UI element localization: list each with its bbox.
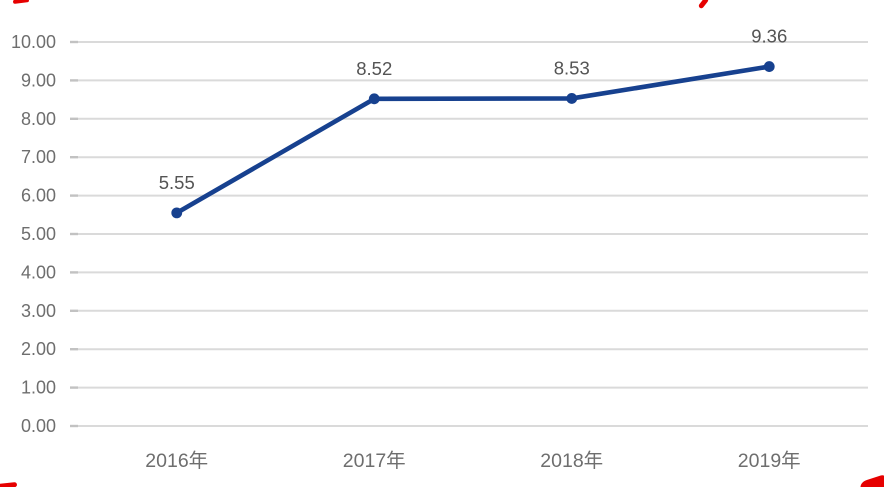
data-point-marker bbox=[368, 93, 380, 105]
y-tick-label: 4.00 bbox=[21, 262, 56, 282]
y-tick-label: 2.00 bbox=[21, 339, 56, 359]
data-label: 8.53 bbox=[554, 57, 590, 78]
x-axis-label: 2016年 bbox=[145, 450, 208, 472]
data-point-marker bbox=[566, 93, 578, 104]
data-label: 8.52 bbox=[356, 58, 392, 79]
y-tick-label: 10.00 bbox=[11, 32, 56, 52]
data-label: 9.36 bbox=[751, 26, 787, 47]
y-tick-label: 0.00 bbox=[21, 416, 56, 436]
y-tick-label: 6.00 bbox=[21, 186, 56, 206]
y-tick-label: 1.00 bbox=[21, 378, 56, 398]
y-tick-label: 3.00 bbox=[21, 301, 56, 321]
data-point-marker bbox=[171, 207, 183, 219]
y-tick-label: 7.00 bbox=[21, 147, 56, 167]
data-point-marker bbox=[763, 61, 775, 72]
data-label: 5.55 bbox=[159, 172, 195, 193]
x-axis-label: 2019年 bbox=[738, 450, 801, 472]
y-tick-label: 5.00 bbox=[21, 224, 56, 244]
y-tick-label: 8.00 bbox=[21, 109, 56, 129]
x-axis-label: 2017年 bbox=[343, 450, 406, 472]
x-axis-label: 2018年 bbox=[540, 450, 603, 472]
trend-line bbox=[174, 64, 772, 216]
y-tick-label: 9.00 bbox=[21, 70, 56, 90]
